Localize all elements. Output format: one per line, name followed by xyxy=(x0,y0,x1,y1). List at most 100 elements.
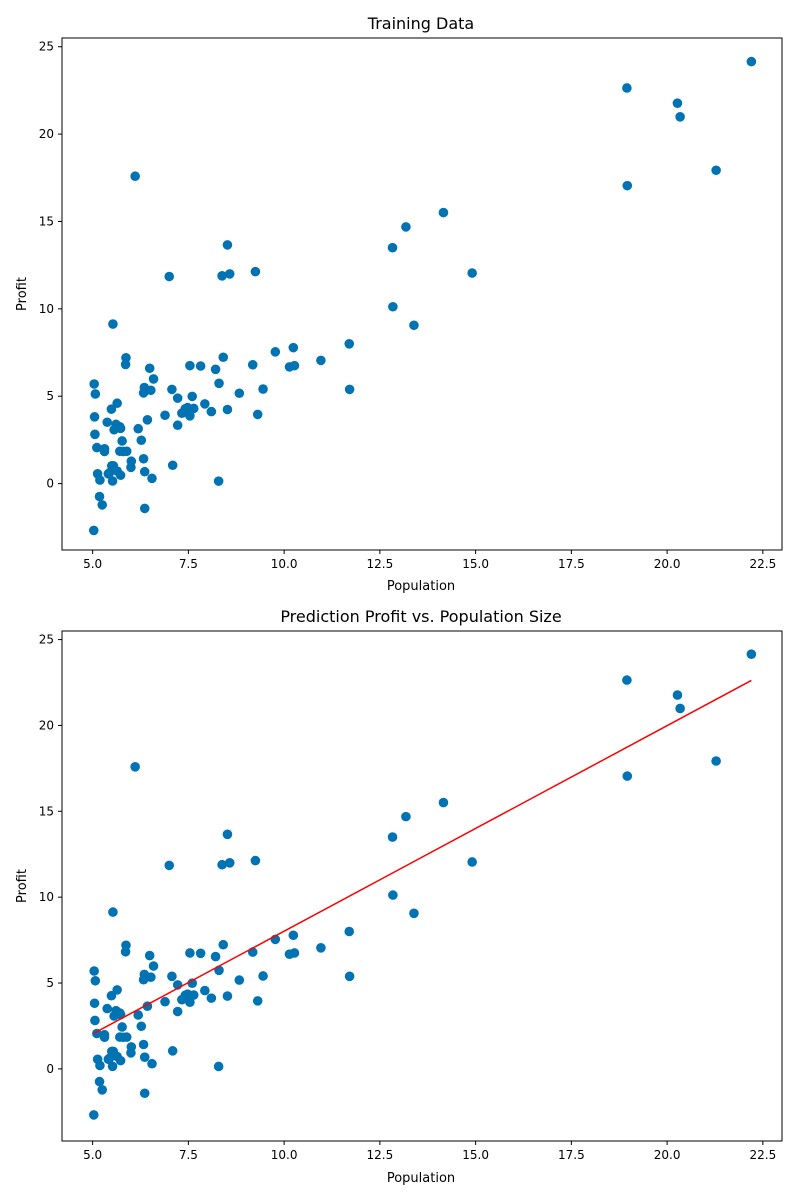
data-point xyxy=(126,462,136,473)
data-point xyxy=(133,423,144,434)
data-point xyxy=(136,435,147,446)
data-point xyxy=(224,269,235,279)
y-axis-label: Profit xyxy=(15,277,30,311)
x-tick-label: 15.0 xyxy=(462,1148,489,1162)
data-point xyxy=(387,242,398,253)
data-point xyxy=(622,771,633,781)
data-point xyxy=(167,460,178,471)
data-point xyxy=(99,444,110,454)
data-point xyxy=(130,762,140,772)
y-tick-label: 5 xyxy=(46,389,54,403)
x-tick-label: 10.0 xyxy=(271,1148,298,1162)
data-point xyxy=(146,385,156,396)
plot-frame xyxy=(61,630,783,1142)
data-point xyxy=(89,998,100,1009)
data-point xyxy=(115,446,125,457)
x-axis-label: Population xyxy=(387,579,455,594)
data-point xyxy=(388,890,398,900)
data-point xyxy=(89,379,99,389)
data-point xyxy=(146,972,156,982)
prediction-chart: Prediction Profit vs. Population Size 5.… xyxy=(15,607,783,1186)
data-point xyxy=(746,649,757,659)
y-tick-label: 0 xyxy=(46,477,54,491)
data-point xyxy=(136,1021,147,1032)
data-point xyxy=(438,207,449,218)
x-tick-label: 22.5 xyxy=(749,557,776,571)
data-point xyxy=(90,389,101,399)
data-point xyxy=(206,406,217,417)
data-point xyxy=(187,978,198,988)
y-tick-label: 10 xyxy=(39,302,54,316)
regression-line xyxy=(93,679,752,1034)
data-point xyxy=(107,1061,118,1072)
y-tick-label: 20 xyxy=(39,127,54,141)
data-point xyxy=(142,415,153,425)
data-point xyxy=(222,240,233,250)
data-point xyxy=(344,971,355,982)
data-point xyxy=(622,675,632,685)
data-point xyxy=(90,429,100,440)
x-tick-label: 10.0 xyxy=(271,557,298,571)
data-point xyxy=(206,993,217,1003)
data-point xyxy=(97,1085,108,1095)
data-point xyxy=(213,476,224,486)
data-point xyxy=(218,352,229,363)
data-point xyxy=(247,359,258,370)
data-point xyxy=(672,690,683,700)
data-point xyxy=(121,352,131,363)
data-point xyxy=(121,940,131,951)
data-point xyxy=(148,374,159,384)
data-point xyxy=(222,404,233,415)
data-point xyxy=(172,1006,183,1017)
data-point xyxy=(288,342,299,353)
plot-frame xyxy=(61,37,783,551)
data-point xyxy=(200,985,210,996)
data-point xyxy=(90,1015,100,1026)
data-point xyxy=(108,907,118,917)
data-point xyxy=(185,997,195,1008)
data-point xyxy=(167,1046,178,1056)
data-point xyxy=(115,1055,126,1066)
data-point xyxy=(258,971,268,981)
data-point xyxy=(250,266,261,277)
data-point xyxy=(195,948,206,959)
data-point xyxy=(139,1088,150,1099)
data-point xyxy=(252,996,263,1006)
data-point xyxy=(185,360,195,371)
data-point xyxy=(224,858,235,868)
data-point xyxy=(222,829,233,840)
data-point xyxy=(195,361,206,371)
x-tick-label: 7.5 xyxy=(179,557,198,571)
data-point xyxy=(94,491,105,502)
x-tick-label: 12.5 xyxy=(367,557,394,571)
data-point xyxy=(675,703,685,714)
data-point xyxy=(188,403,199,414)
y-tick-label: 20 xyxy=(39,718,54,732)
data-point xyxy=(289,360,300,371)
data-point xyxy=(97,500,108,510)
data-point xyxy=(409,320,419,331)
data-point xyxy=(401,222,411,232)
data-point xyxy=(213,1061,224,1072)
data-point xyxy=(289,948,300,958)
x-axis-label: Population xyxy=(387,1171,455,1186)
data-point xyxy=(177,408,187,418)
data-point xyxy=(139,1052,150,1063)
data-point xyxy=(160,996,170,1007)
data-point xyxy=(160,410,170,421)
x-tick-label: 5.0 xyxy=(83,557,102,571)
data-point xyxy=(388,301,398,312)
data-point xyxy=(111,1005,121,1016)
y-axis-label: Profit xyxy=(15,869,30,903)
data-point xyxy=(711,165,721,176)
data-point xyxy=(144,950,155,961)
data-point xyxy=(167,971,177,982)
data-point xyxy=(111,419,121,430)
data-point xyxy=(344,384,355,395)
x-tick-label: 17.5 xyxy=(558,557,585,571)
data-point xyxy=(88,1110,99,1120)
data-point xyxy=(94,1076,105,1087)
data-point xyxy=(214,378,224,389)
data-point xyxy=(250,855,261,866)
